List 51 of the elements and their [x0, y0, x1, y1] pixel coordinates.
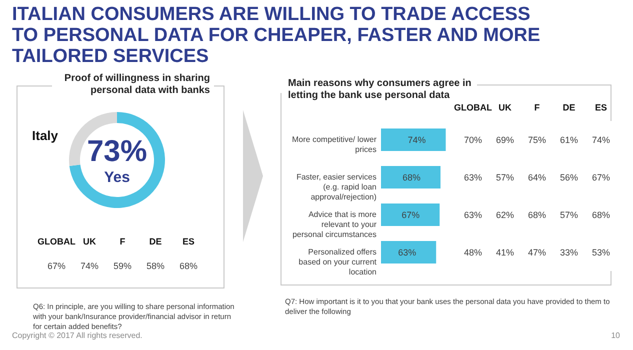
text: Italy: [32, 128, 59, 143]
category-label: GLOBAL: [454, 102, 492, 112]
category-label: ES: [594, 102, 608, 112]
text: 41%: [496, 247, 514, 258]
data-label: 68%: [402, 172, 420, 182]
text: 59%: [113, 261, 132, 271]
text: 68%: [179, 261, 198, 271]
text: 67%: [592, 172, 610, 182]
y-tick-label: More competitive/ lower prices: [292, 134, 377, 154]
category-label: F: [534, 102, 540, 112]
text: ITALIAN CONSUMERS ARE WILLING TO TRADE ACCESS TO PERSONAL DATA FOR CHEAPER, FASTER AND MORE TAILORED SERVICES: [12, 4, 540, 67]
data-label: 74%: [408, 134, 426, 145]
text: 68%: [528, 210, 546, 220]
text: 10: [611, 331, 621, 340]
text: 57%: [496, 172, 514, 182]
text: Copyright © 2017 All rights reserved.: [12, 331, 142, 340]
y-tick-label: Personalized offers based on your current location: [298, 247, 378, 276]
chart-title: Main reasons why consumers agree in letting the bank use personal data: [288, 78, 472, 101]
category-label: F: [120, 236, 126, 246]
y-tick-label: Advice that is more relevant to your personal circumstances: [292, 210, 378, 239]
text: 67%: [47, 261, 66, 271]
text: 48%: [464, 247, 482, 258]
y-tick-label: Faster, easier services (e.g. rapid loan approval/rejection): [296, 172, 377, 202]
text: 33%: [560, 247, 578, 258]
text: 56%: [560, 172, 578, 182]
text: 68%: [592, 210, 610, 220]
category-label: UK: [83, 236, 96, 246]
text: 53%: [592, 247, 610, 258]
data-label: 67%: [402, 210, 420, 220]
chart-title: Proof of willingness in sharing personal data with banks: [64, 73, 210, 96]
category-label: DE: [149, 236, 162, 246]
category-label: UK: [498, 102, 512, 112]
data-label: 73%: [86, 135, 148, 168]
text: 75%: [528, 134, 546, 145]
category-label: ES: [182, 236, 195, 246]
text: 70%: [464, 134, 482, 145]
text: 63%: [464, 210, 482, 220]
text: 69%: [496, 134, 514, 145]
category-label: GLOBAL: [38, 236, 76, 246]
text: 61%: [560, 134, 578, 145]
data-label: 63%: [398, 247, 416, 258]
slice-label: Yes: [104, 169, 130, 186]
text: 57%: [560, 210, 578, 220]
text: 47%: [528, 247, 546, 258]
category-label: DE: [562, 102, 576, 112]
text: 62%: [496, 210, 514, 220]
text: 64%: [528, 172, 546, 182]
text: 58%: [146, 261, 165, 271]
text: 74%: [592, 134, 610, 145]
text: 74%: [80, 261, 99, 271]
text: 63%: [464, 172, 482, 182]
